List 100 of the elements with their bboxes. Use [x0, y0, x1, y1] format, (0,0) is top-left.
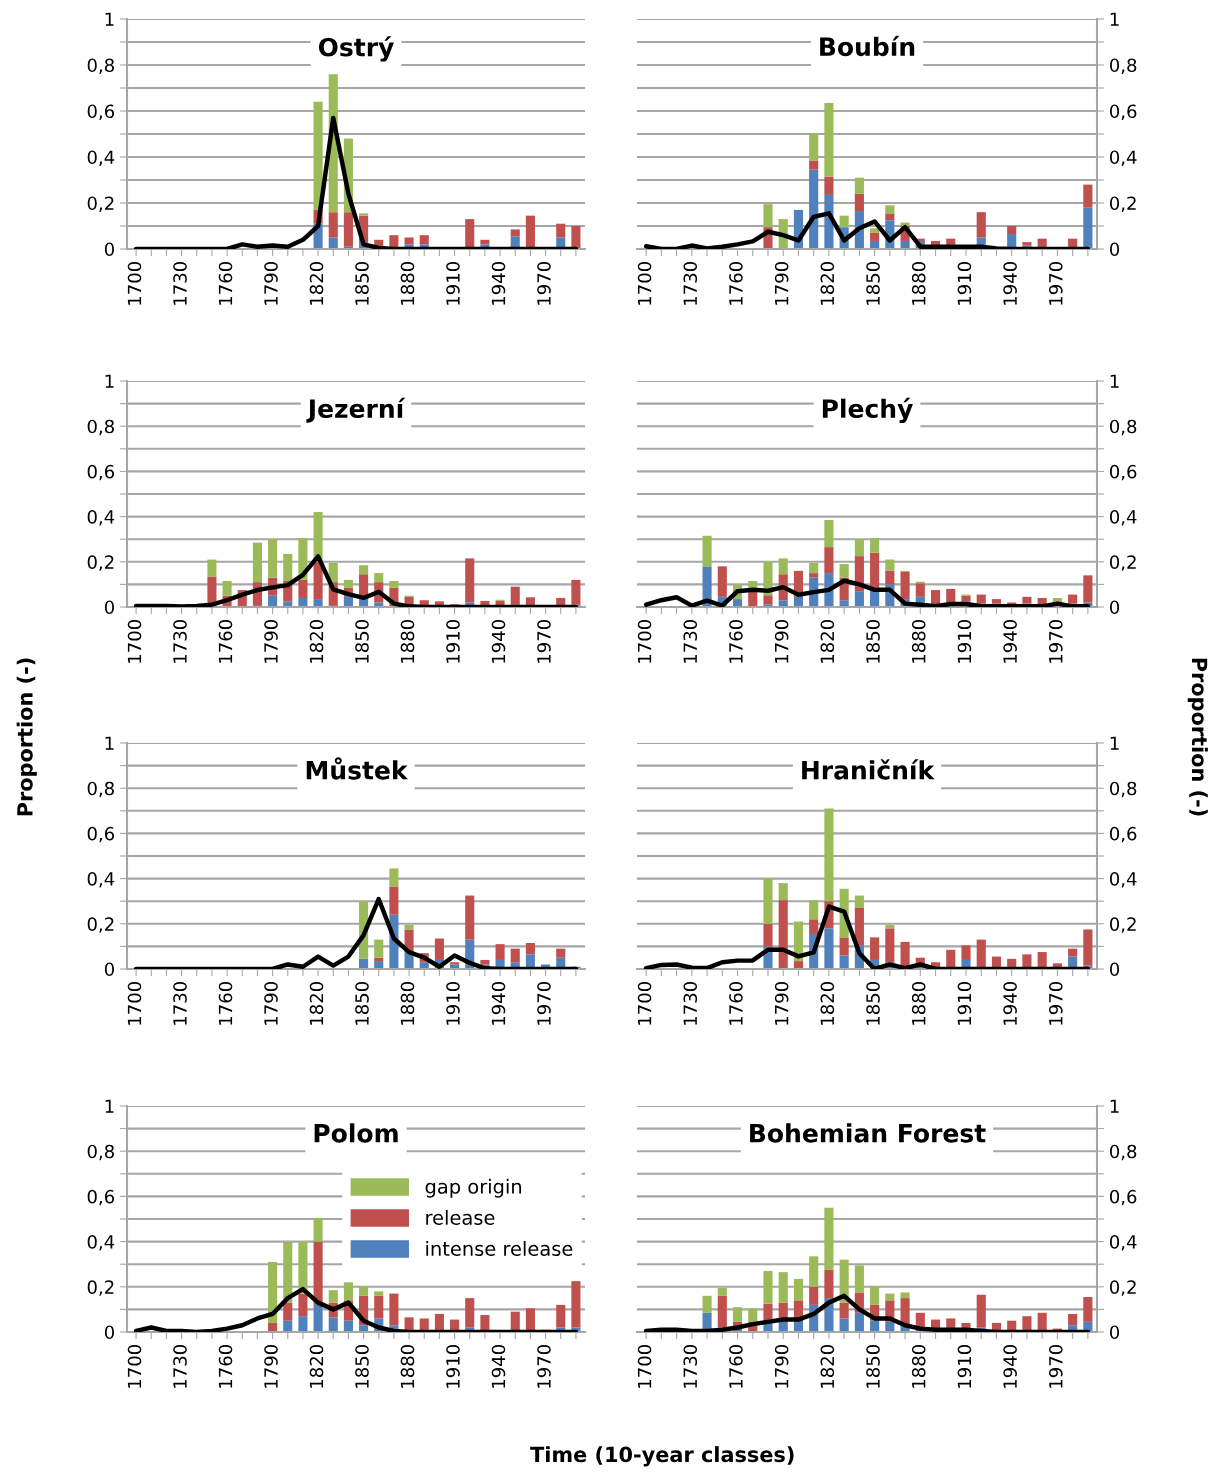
text: Plechý — [822, 397, 913, 424]
y-tick-label: 0 — [1110, 600, 1120, 615]
x-tick-label: 1790 — [264, 1345, 278, 1388]
x-tick-label: 1970 — [537, 620, 551, 663]
y-tick-label: 0,2 — [87, 1280, 114, 1296]
y-tick-label: 1 — [105, 12, 114, 26]
x-tick-label: 1910 — [957, 982, 972, 1025]
x-tick-label: 1850 — [866, 620, 880, 663]
y-tick-label: 0 — [104, 1325, 114, 1340]
x-tick-label: 1700 — [637, 982, 652, 1025]
y-tick-label: 1 — [105, 1099, 114, 1113]
y-tick-label: 0,8 — [1110, 58, 1137, 74]
y-tick-label: 1 — [1110, 374, 1119, 388]
x-tick-label: 1850 — [355, 262, 369, 305]
x-tick-label: 1730 — [683, 1345, 698, 1388]
y-tick-label: 0,8 — [1110, 419, 1137, 436]
legend-label: intense release — [426, 1240, 573, 1257]
x-tick-label: 1880 — [400, 620, 415, 663]
x-tick-label: 1820 — [820, 1345, 835, 1388]
x-tick-label: 1700 — [637, 262, 652, 305]
y-tick-label: 0,4 — [87, 1235, 115, 1251]
x-tick-label: 1700 — [637, 620, 652, 663]
x-tick-label: 1730 — [173, 262, 187, 305]
x-tick-label: 1970 — [1048, 1345, 1063, 1388]
x-tick-label: 1820 — [309, 262, 324, 305]
x-tick-label: 1700 — [127, 620, 142, 663]
y-tick-label: 1 — [1110, 736, 1119, 750]
text: Bohemian Forest — [750, 1123, 986, 1143]
y-tick-label: 1 — [105, 736, 114, 750]
y-tick-label: 0,4 — [1110, 150, 1137, 166]
y-tick-label: 1 — [1110, 12, 1119, 26]
x-tick-label: 1760 — [218, 982, 233, 1025]
x-tick-label: 1910 — [957, 620, 972, 663]
x-tick-label: 1880 — [911, 1345, 926, 1388]
y-tick-label: 0 — [104, 242, 114, 257]
x-tick-label: 1760 — [218, 620, 233, 663]
x-tick-label: 1730 — [683, 620, 698, 663]
x-tick-label: 1790 — [774, 982, 789, 1025]
x-tick-label: 1820 — [309, 1345, 324, 1388]
legend-label: release — [426, 1209, 495, 1225]
x-tick-label: 1790 — [264, 262, 278, 305]
y-tick-label: 0,6 — [1110, 1189, 1137, 1206]
x-tick-label: 1820 — [820, 620, 835, 663]
y-tick-label: 0,4 — [87, 872, 115, 888]
y-tick-label: 0,6 — [1110, 464, 1137, 481]
x-tick-label: 1790 — [774, 1345, 789, 1388]
x-tick-label: 1880 — [400, 262, 415, 305]
x-tick-label: 1730 — [173, 620, 187, 663]
x-tick-label: 1730 — [173, 982, 187, 1025]
x-tick-label: 1730 — [683, 982, 698, 1025]
y-tick-label: 0 — [104, 962, 114, 977]
x-tick-label: 1940 — [491, 1345, 506, 1388]
x-tick-label: 1760 — [729, 262, 743, 305]
x-tick-label: 1970 — [1048, 982, 1063, 1025]
x-tick-label: 1910 — [446, 982, 460, 1025]
x-tick-label: 1940 — [491, 262, 506, 305]
text: Hraničník — [802, 759, 935, 780]
x-tick-label: 1850 — [866, 262, 880, 305]
x-axis-title: Time (10-year classes) — [530, 1446, 794, 1467]
x-tick-label: 1910 — [957, 262, 972, 305]
x-tick-label: 1910 — [446, 620, 460, 663]
y-tick-label: 0,8 — [1110, 1144, 1137, 1161]
x-tick-label: 1910 — [446, 1345, 460, 1388]
x-tick-label: 1880 — [911, 620, 926, 663]
y-tick-label: 0,8 — [87, 1144, 114, 1161]
y-tick-label: 0,2 — [1110, 1280, 1136, 1296]
x-tick-label: 1700 — [637, 1345, 652, 1388]
x-tick-label: 1790 — [264, 982, 278, 1025]
y-axis-title: Proportion (-) — [16, 658, 37, 816]
x-tick-label: 1760 — [218, 262, 233, 305]
text: Boubín — [820, 35, 915, 57]
y-tick-label: 0,2 — [1110, 555, 1136, 571]
y-tick-label: 0,2 — [87, 917, 114, 933]
x-tick-label: 1880 — [400, 1345, 415, 1388]
text: Ostrý — [318, 36, 394, 62]
x-tick-label: 1730 — [173, 1345, 187, 1388]
x-tick-label: 1940 — [1003, 982, 1017, 1025]
x-tick-label: 1850 — [866, 982, 880, 1025]
y-tick-label: 0,8 — [87, 58, 114, 74]
y-tick-label: 0,6 — [1110, 104, 1137, 120]
x-tick-label: 1760 — [729, 1345, 743, 1388]
y-tick-label: 0,6 — [87, 826, 115, 843]
x-tick-label: 1820 — [309, 620, 324, 663]
text: Můstek — [306, 757, 409, 780]
y-tick-label: 0,4 — [1110, 1235, 1137, 1251]
x-tick-label: 1700 — [127, 1345, 142, 1388]
y-tick-label: 0 — [1110, 1325, 1120, 1340]
x-tick-label: 1940 — [1003, 1345, 1017, 1388]
y-tick-label: 0 — [1110, 242, 1120, 257]
y-tick-label: 0,4 — [1110, 872, 1137, 888]
x-tick-label: 1880 — [911, 982, 926, 1025]
x-tick-label: 1910 — [446, 262, 460, 305]
x-tick-label: 1790 — [774, 620, 789, 663]
x-tick-label: 1700 — [127, 982, 142, 1025]
x-tick-label: 1790 — [264, 620, 278, 663]
x-tick-label: 1880 — [400, 982, 415, 1025]
y-tick-label: 1 — [105, 374, 114, 388]
y-tick-label: 0,6 — [87, 104, 115, 120]
y-tick-label: 0,6 — [1110, 826, 1137, 843]
x-tick-label: 1790 — [774, 262, 789, 305]
